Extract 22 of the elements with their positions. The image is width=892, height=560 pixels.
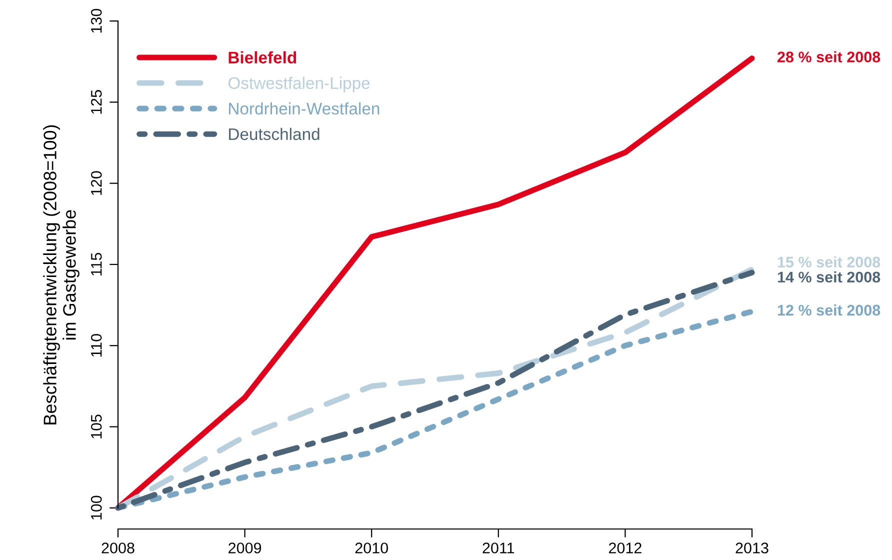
x-tick-label: 2011 xyxy=(482,542,514,554)
x-tick-label: 2010 xyxy=(355,542,388,554)
y-axis-title: Beschäftigtenentwicklung (2008=100) im Gastgewerbe xyxy=(43,125,80,424)
x-tick-label: 2008 xyxy=(102,542,134,554)
y-tick-label: 130 xyxy=(90,8,102,33)
text: 14 % seit 2008 xyxy=(778,271,880,283)
y-tick-label: 110 xyxy=(90,334,102,357)
x-tick-label: 2009 xyxy=(228,542,262,554)
y-tick-label: 105 xyxy=(90,414,102,438)
text: 28 % seit 2008 xyxy=(778,51,880,62)
legend-label: Bielefeld xyxy=(228,51,296,64)
y-tick-label: 100 xyxy=(90,496,102,520)
legend-label: Ostwestfalen-Lippe xyxy=(228,76,370,92)
text: 12 % seit 2008 xyxy=(778,304,880,316)
x-tick-label: 2013 xyxy=(736,542,768,554)
legend-label: Nordrhein-Westfalen xyxy=(229,102,380,115)
y-tick-label: 115 xyxy=(91,252,102,276)
legend-label: Deutschland xyxy=(229,128,320,140)
text: 15 % seit 2008 xyxy=(778,256,880,268)
y-tick-label: 120 xyxy=(90,171,102,195)
x-tick-label: 2012 xyxy=(608,542,642,554)
y-tick-label: 125 xyxy=(90,90,102,114)
